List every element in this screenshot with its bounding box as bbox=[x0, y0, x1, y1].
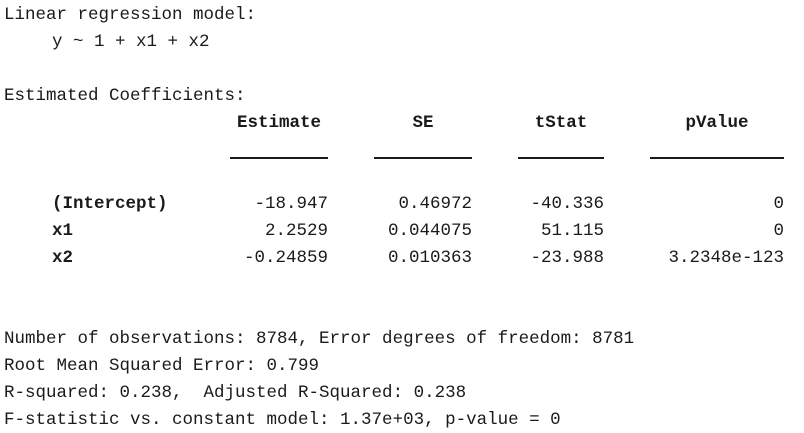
cell-tstat: 51.115 bbox=[540, 221, 604, 241]
cell-estimate: -0.24859 bbox=[243, 248, 328, 268]
summary-r-squared: R-squared: 0.238, Adjusted R-Squared: 0.… bbox=[4, 383, 467, 403]
cell-pvalue: 0 bbox=[773, 221, 784, 241]
row-name-intercept: (Intercept) bbox=[52, 194, 168, 214]
cell-estimate: 2.2529 bbox=[264, 221, 328, 241]
column-header-tstat: tStat bbox=[534, 113, 588, 133]
column-rule-estimate bbox=[230, 157, 328, 159]
cell-estimate: -18.947 bbox=[254, 194, 328, 214]
cell-se: 0.044075 bbox=[387, 221, 472, 241]
column-rule-pvalue bbox=[650, 157, 784, 159]
model-formula: y ~ 1 + x1 + x2 bbox=[52, 32, 210, 52]
summary-f-statistic: F-statistic vs. constant model: 1.37e+03… bbox=[4, 410, 561, 430]
column-header-estimate: Estimate bbox=[236, 113, 321, 133]
coefficients-heading: Estimated Coefficients: bbox=[4, 86, 246, 106]
row-name-x2: x2 bbox=[52, 248, 74, 268]
cell-tstat: -23.988 bbox=[530, 248, 604, 268]
cell-tstat: -40.336 bbox=[530, 194, 604, 214]
cell-se: 0.46972 bbox=[398, 194, 472, 214]
cell-se: 0.010363 bbox=[387, 248, 472, 268]
cell-pvalue: 3.2348e-123 bbox=[668, 248, 784, 268]
column-header-se: SE bbox=[412, 113, 434, 133]
column-header-pvalue: pValue bbox=[685, 113, 749, 133]
row-name-x1: x1 bbox=[52, 221, 74, 241]
summary-rmse: Root Mean Squared Error: 0.799 bbox=[4, 356, 320, 376]
column-rule-tstat bbox=[518, 157, 604, 159]
column-rule-se bbox=[374, 157, 472, 159]
cell-pvalue: 0 bbox=[773, 194, 784, 214]
summary-observations: Number of observations: 8784, Error degr… bbox=[4, 329, 635, 349]
model-title: Linear regression model: bbox=[4, 5, 257, 25]
